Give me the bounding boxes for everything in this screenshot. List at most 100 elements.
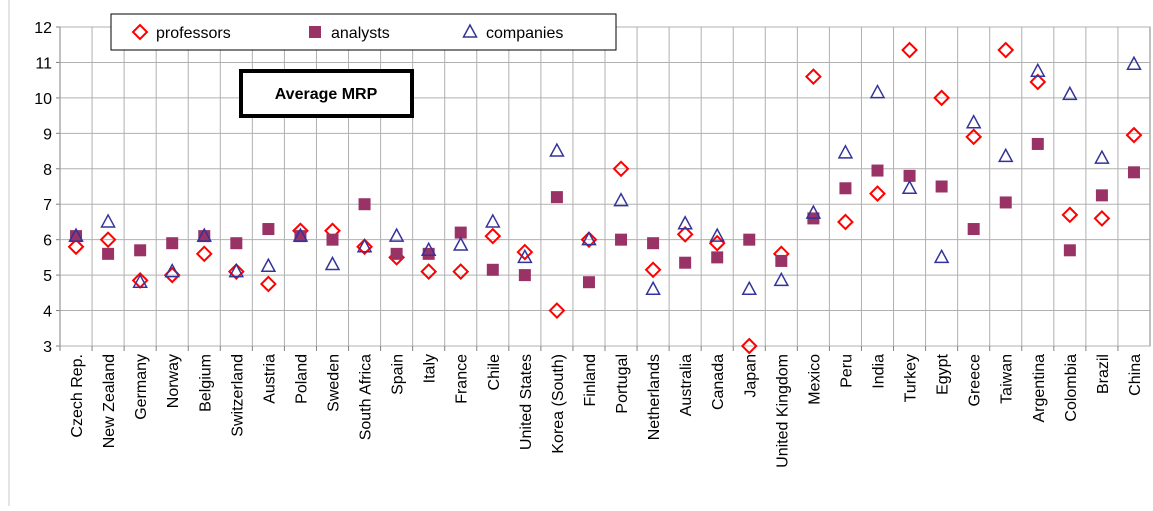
company-marker: [356, 238, 373, 253]
company-marker: [420, 241, 437, 257]
company-marker: [260, 257, 277, 272]
analyst-marker: [326, 233, 339, 246]
analyst-marker: [422, 247, 435, 260]
company-marker: [645, 280, 661, 296]
y-tick-label: 7: [43, 197, 52, 214]
x-tick-label: Belgium: [197, 354, 214, 412]
x-tick-label: Portugal: [614, 354, 631, 414]
analyst-marker: [647, 237, 660, 250]
company-marker: [965, 114, 982, 129]
x-tick-label: New Zealand: [101, 354, 118, 448]
analyst-marker: [230, 237, 243, 250]
y-tick-label: 12: [34, 20, 52, 37]
company-marker: [1030, 62, 1046, 78]
company-marker: [485, 213, 501, 228]
x-tick-label: France: [454, 354, 471, 404]
analyst-marker: [615, 233, 628, 246]
analyst-marker: [166, 237, 179, 250]
professor-marker: [99, 231, 117, 249]
analyst-marker: [1031, 137, 1044, 150]
company-marker: [773, 271, 790, 287]
professor-marker: [1029, 73, 1047, 91]
professor-marker: [1093, 209, 1111, 227]
x-tick-label: Japan: [742, 354, 759, 398]
professor-marker: [869, 185, 886, 203]
analyst-marker: [967, 223, 980, 236]
professor-marker: [356, 238, 373, 256]
company-marker: [709, 227, 725, 242]
x-tick-label: Norway: [165, 354, 182, 408]
professor-marker: [804, 68, 822, 86]
legend-box: [110, 13, 617, 51]
x-tick-label: Mexico: [806, 354, 823, 405]
x-tick-label: Poland: [293, 354, 310, 404]
x-tick-label: United States: [518, 354, 535, 450]
company-marker: [933, 248, 950, 264]
company-marker: [196, 227, 213, 242]
x-tick-label: United Kingdom: [774, 354, 791, 468]
company-marker: [805, 204, 822, 219]
x-tick-label: Argentina: [1031, 354, 1048, 423]
company-marker: [68, 227, 84, 242]
company-marker: [677, 215, 693, 230]
x-tick-label: China: [1127, 354, 1144, 396]
x-tick-label: Colombia: [1063, 354, 1080, 422]
analyst-marker: [102, 247, 115, 260]
analyst-marker: [550, 191, 563, 204]
professor-marker: [484, 227, 502, 245]
x-tick-label: Korea (South): [550, 354, 567, 454]
analyst-marker: [1127, 166, 1140, 179]
annotation-box: [239, 69, 414, 118]
analyst-marker: [262, 223, 275, 236]
y-tick-label: 9: [43, 126, 52, 143]
analyst-marker: [454, 226, 467, 239]
company-marker: [462, 23, 478, 38]
professor-marker: [420, 263, 438, 280]
company-marker: [741, 280, 758, 296]
analyst-marker: [903, 169, 916, 182]
company-marker: [100, 213, 116, 228]
professor-marker: [131, 23, 149, 41]
analyst-marker: [358, 198, 371, 211]
professor-marker: [997, 41, 1015, 59]
x-tick-label: Egypt: [935, 353, 952, 394]
professor-marker: [933, 89, 951, 107]
analyst-marker: [711, 251, 724, 264]
analyst-marker: [775, 254, 788, 267]
x-tick-label: Sweden: [326, 354, 343, 412]
annotation: Average MRP: [275, 86, 378, 103]
company-marker: [324, 255, 341, 271]
company-marker: [1126, 55, 1142, 70]
legend-label: analysts: [331, 25, 390, 42]
x-tick-label: Italy: [422, 354, 439, 383]
company-marker: [292, 227, 309, 242]
x-tick-label: India: [871, 354, 888, 389]
x-tick-label: Spain: [390, 354, 407, 395]
professor-marker: [452, 263, 470, 280]
company-marker: [581, 231, 597, 246]
y-tick-label: 4: [43, 304, 52, 321]
company-marker: [613, 192, 629, 207]
professor-marker: [901, 41, 918, 59]
professor-marker: [1125, 126, 1143, 144]
x-tick-label: Turkey: [903, 354, 920, 402]
analyst-marker: [871, 164, 884, 177]
x-tick-label: Finland: [582, 354, 599, 406]
analyst-marker: [679, 256, 692, 269]
professor-marker: [676, 225, 694, 243]
y-tick-label: 8: [43, 162, 52, 179]
analyst-marker: [999, 196, 1012, 209]
professor-marker: [259, 275, 277, 293]
analyst-marker: [582, 276, 595, 289]
analyst-marker: [486, 263, 499, 276]
x-tick-label: Chile: [486, 354, 503, 391]
professor-marker: [548, 302, 566, 319]
analyst-marker: [1063, 244, 1076, 257]
professor-marker: [965, 128, 983, 146]
company-marker: [837, 144, 854, 159]
x-tick-label: Czech Rep.: [69, 354, 86, 438]
professor-marker: [67, 238, 85, 256]
y-tick-label: 11: [35, 55, 52, 72]
x-tick-label: Netherlands: [646, 354, 663, 440]
company-marker: [1094, 149, 1110, 164]
